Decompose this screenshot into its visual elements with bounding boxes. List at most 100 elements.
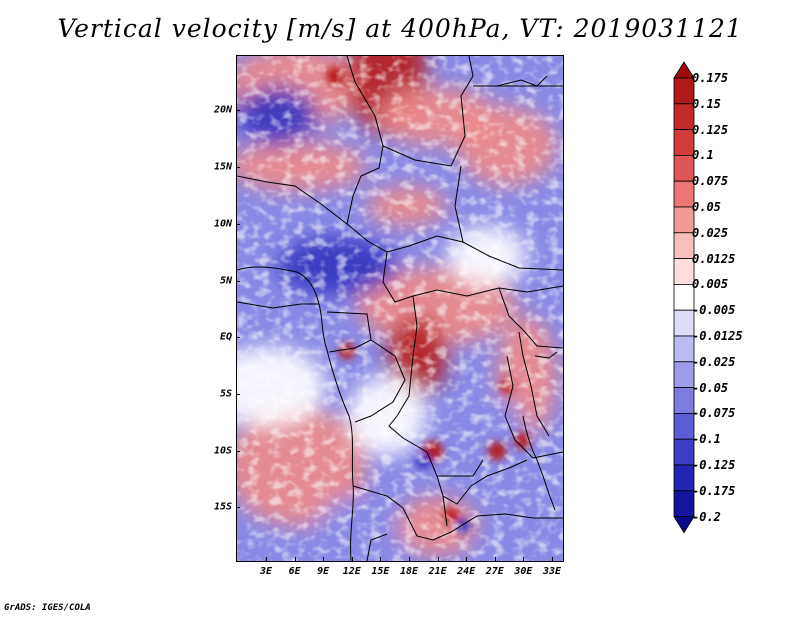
border-line (382, 56, 474, 167)
border-line (346, 56, 384, 225)
colorbar (673, 61, 695, 534)
longitude-label: 3E (259, 566, 273, 577)
latitude-label: 15S (213, 501, 232, 513)
colorbar-label: -0.05 (692, 380, 729, 395)
colorbar-label: 0.175 (692, 71, 729, 85)
colorbar-segment (673, 412, 695, 440)
velocity-field-plot (237, 56, 563, 561)
longitude-label: 21E (428, 566, 447, 577)
colorbar-label: 0.15 (692, 96, 721, 111)
longitude-tick (351, 557, 353, 561)
border-line (496, 75, 548, 87)
coastline (237, 266, 354, 561)
latitude-label: 5S (219, 388, 232, 400)
latitude-label: 15N (213, 161, 232, 173)
latitude-tick (236, 224, 240, 225)
colorbar-label: 0.005 (692, 277, 729, 292)
border-line (504, 355, 563, 459)
longitude-tick (323, 557, 325, 561)
colorbar-label: -0.025 (692, 354, 736, 369)
lake-shore (534, 351, 558, 359)
border-line (237, 301, 319, 309)
colorbar-label: 0.0125 (692, 251, 736, 266)
grads-credit: GrADS: IGES/COLA (4, 603, 91, 613)
longitude-tick (294, 557, 296, 561)
country-borders (237, 56, 563, 561)
latitude-tick (236, 507, 240, 508)
longitude-tick (437, 557, 439, 561)
colorbar-label: -0.2 (692, 509, 721, 524)
colorbar-segment (673, 77, 695, 105)
map-title: Vertical velocity [m/s] at 400hPa, VT: 2… (57, 14, 743, 43)
border-line (442, 495, 448, 527)
colorbar-segment (673, 155, 695, 182)
colorbar-label: -0.175 (692, 483, 736, 498)
colorbar-label: -0.1 (692, 432, 721, 447)
latitude-tick (236, 167, 240, 168)
colorbar-segment (673, 516, 695, 534)
colorbar-label: 0.1 (692, 148, 714, 163)
colorbar-segment (673, 61, 695, 79)
border-line (366, 533, 388, 561)
border-line (352, 485, 563, 541)
colorbar-label: -0.075 (692, 406, 736, 421)
colorbar-segment (673, 206, 695, 234)
latitude-tick (236, 110, 240, 111)
longitude-label: 33E (542, 566, 562, 577)
colorbar-segment (673, 103, 695, 130)
colorbar-segment (673, 464, 695, 492)
colorbar-segment (673, 232, 695, 260)
longitude-tick (552, 557, 553, 561)
longitude-label: 30E (514, 566, 533, 577)
border-line (354, 339, 406, 423)
colorbar-segment (673, 361, 695, 388)
colorbar-label: 0.075 (692, 174, 729, 189)
longitude-tick (409, 557, 410, 561)
colorbar-segment (673, 283, 695, 311)
longitude-tick (494, 557, 496, 561)
colorbar-segment (673, 129, 695, 156)
colorbar-segment (673, 335, 695, 363)
latitude-label: 10N (213, 218, 232, 230)
colorbar-label: 0.025 (692, 225, 729, 240)
lake-shore (522, 415, 538, 461)
colorbar-label: 0.125 (692, 122, 729, 137)
latitude-label: 20N (213, 104, 232, 116)
longitude-label: 12E (342, 566, 361, 577)
longitude-label: 9E (317, 566, 330, 577)
latitude-tick (236, 451, 240, 452)
colorbar-segment (673, 438, 695, 466)
colorbar-segment (673, 258, 695, 285)
longitude-tick (266, 557, 267, 561)
colorbar-segment (673, 309, 695, 337)
latitude-label: 10S (213, 445, 232, 457)
latitude-tick (236, 394, 240, 395)
lake-shore (536, 459, 556, 511)
latitude-label: 5N (219, 275, 232, 287)
colorbar-label: -0.0125 (692, 329, 743, 343)
colorbar-segment (673, 490, 695, 517)
field-texture (237, 56, 563, 561)
border-line (454, 165, 464, 243)
latitude-label: EQ (219, 331, 232, 343)
longitude-tick (380, 557, 382, 561)
longitude-label: 27E (485, 566, 504, 577)
longitude-tick (523, 557, 525, 561)
colorbar-segment (673, 387, 695, 414)
lake-shore (518, 331, 550, 437)
colorbar-label: -0.005 (692, 303, 736, 318)
longitude-label: 15E (371, 566, 390, 577)
border-line (382, 251, 563, 303)
colorbar-label: -0.125 (692, 458, 736, 472)
latitude-tick (236, 337, 240, 338)
colorbar-segment (673, 180, 695, 208)
border-line (498, 287, 563, 349)
colorbar-label: 0.05 (692, 200, 721, 214)
longitude-tick (466, 557, 468, 561)
latitude-tick (236, 281, 240, 282)
map-panel[interactable] (236, 55, 564, 562)
border-line (388, 295, 484, 477)
longitude-label: 24E (457, 566, 476, 577)
longitude-label: 6E (288, 566, 301, 577)
longitude-label: 18E (399, 566, 419, 577)
